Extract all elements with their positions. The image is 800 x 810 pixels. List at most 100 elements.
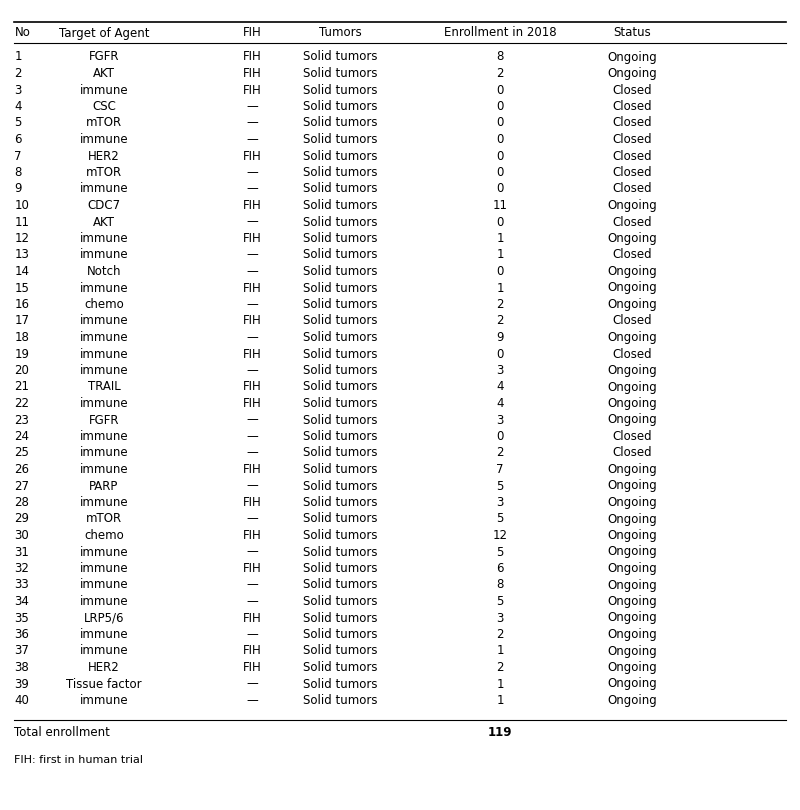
Text: —: — [246, 100, 258, 113]
Text: 12: 12 [14, 232, 30, 245]
Text: Ongoing: Ongoing [607, 463, 657, 476]
Text: Ongoing: Ongoing [607, 199, 657, 212]
Text: Ongoing: Ongoing [607, 364, 657, 377]
Text: 40: 40 [14, 694, 30, 707]
Text: immune: immune [80, 133, 128, 146]
Text: 3: 3 [496, 612, 504, 625]
Text: Ongoing: Ongoing [607, 265, 657, 278]
Text: Solid tumors: Solid tumors [302, 645, 378, 658]
Text: Ongoing: Ongoing [607, 578, 657, 591]
Text: immune: immune [80, 645, 128, 658]
Text: Closed: Closed [612, 83, 652, 96]
Text: —: — [246, 166, 258, 179]
Text: —: — [246, 513, 258, 526]
Text: FIH: FIH [242, 562, 262, 575]
Text: FGFR: FGFR [89, 413, 119, 427]
Text: 9: 9 [14, 182, 22, 195]
Text: 2: 2 [496, 446, 504, 459]
Text: HER2: HER2 [88, 150, 120, 163]
Text: Ongoing: Ongoing [607, 331, 657, 344]
Text: FIH: FIH [242, 645, 262, 658]
Text: 17: 17 [14, 314, 30, 327]
Text: Closed: Closed [612, 314, 652, 327]
Text: 0: 0 [496, 265, 504, 278]
Text: FIH: FIH [242, 314, 262, 327]
Text: 2: 2 [496, 314, 504, 327]
Text: FIH: FIH [242, 661, 262, 674]
Text: mTOR: mTOR [86, 117, 122, 130]
Text: 0: 0 [496, 117, 504, 130]
Text: immune: immune [80, 282, 128, 295]
Text: 15: 15 [14, 282, 30, 295]
Text: FIH: FIH [242, 529, 262, 542]
Text: 8: 8 [496, 578, 504, 591]
Text: 0: 0 [496, 347, 504, 360]
Text: 10: 10 [14, 199, 30, 212]
Text: Solid tumors: Solid tumors [302, 446, 378, 459]
Text: immune: immune [80, 595, 128, 608]
Text: 6: 6 [14, 133, 22, 146]
Text: Solid tumors: Solid tumors [302, 347, 378, 360]
Text: 7: 7 [496, 463, 504, 476]
Text: 0: 0 [496, 133, 504, 146]
Text: FIH: FIH [242, 27, 262, 40]
Text: —: — [246, 628, 258, 641]
Text: 13: 13 [14, 249, 30, 262]
Text: —: — [246, 595, 258, 608]
Text: 5: 5 [496, 545, 504, 559]
Text: 8: 8 [14, 166, 22, 179]
Text: 21: 21 [14, 381, 30, 394]
Text: Ongoing: Ongoing [607, 381, 657, 394]
Text: 23: 23 [14, 413, 30, 427]
Text: Solid tumors: Solid tumors [302, 265, 378, 278]
Text: immune: immune [80, 397, 128, 410]
Text: Solid tumors: Solid tumors [302, 529, 378, 542]
Text: 0: 0 [496, 215, 504, 228]
Text: —: — [246, 446, 258, 459]
Text: 35: 35 [14, 612, 29, 625]
Text: FIH: FIH [242, 612, 262, 625]
Text: Solid tumors: Solid tumors [302, 199, 378, 212]
Text: FIH: FIH [242, 463, 262, 476]
Text: 5: 5 [496, 595, 504, 608]
Text: Closed: Closed [612, 166, 652, 179]
Text: Ongoing: Ongoing [607, 628, 657, 641]
Text: Solid tumors: Solid tumors [302, 413, 378, 427]
Text: —: — [246, 430, 258, 443]
Text: Solid tumors: Solid tumors [302, 117, 378, 130]
Text: 16: 16 [14, 298, 30, 311]
Text: 4: 4 [14, 100, 22, 113]
Text: FIH: first in human trial: FIH: first in human trial [14, 755, 143, 765]
Text: 24: 24 [14, 430, 30, 443]
Text: Ongoing: Ongoing [607, 50, 657, 63]
Text: 3: 3 [14, 83, 22, 96]
Text: Ongoing: Ongoing [607, 677, 657, 690]
Text: Solid tumors: Solid tumors [302, 182, 378, 195]
Text: Solid tumors: Solid tumors [302, 381, 378, 394]
Text: Solid tumors: Solid tumors [302, 562, 378, 575]
Text: HER2: HER2 [88, 661, 120, 674]
Text: immune: immune [80, 578, 128, 591]
Text: Solid tumors: Solid tumors [302, 133, 378, 146]
Text: 34: 34 [14, 595, 30, 608]
Text: —: — [246, 480, 258, 492]
Text: —: — [246, 331, 258, 344]
Text: FIH: FIH [242, 50, 262, 63]
Text: 5: 5 [14, 117, 22, 130]
Text: Solid tumors: Solid tumors [302, 661, 378, 674]
Text: 3: 3 [496, 496, 504, 509]
Text: 12: 12 [493, 529, 507, 542]
Text: —: — [246, 182, 258, 195]
Text: 0: 0 [496, 182, 504, 195]
Text: Ongoing: Ongoing [607, 513, 657, 526]
Text: Solid tumors: Solid tumors [302, 364, 378, 377]
Text: 7: 7 [14, 150, 22, 163]
Text: Solid tumors: Solid tumors [302, 232, 378, 245]
Text: Target of Agent: Target of Agent [58, 27, 150, 40]
Text: Ongoing: Ongoing [607, 595, 657, 608]
Text: AKT: AKT [93, 67, 115, 80]
Text: 30: 30 [14, 529, 29, 542]
Text: 0: 0 [496, 83, 504, 96]
Text: Ongoing: Ongoing [607, 545, 657, 559]
Text: Total enrollment: Total enrollment [14, 727, 110, 740]
